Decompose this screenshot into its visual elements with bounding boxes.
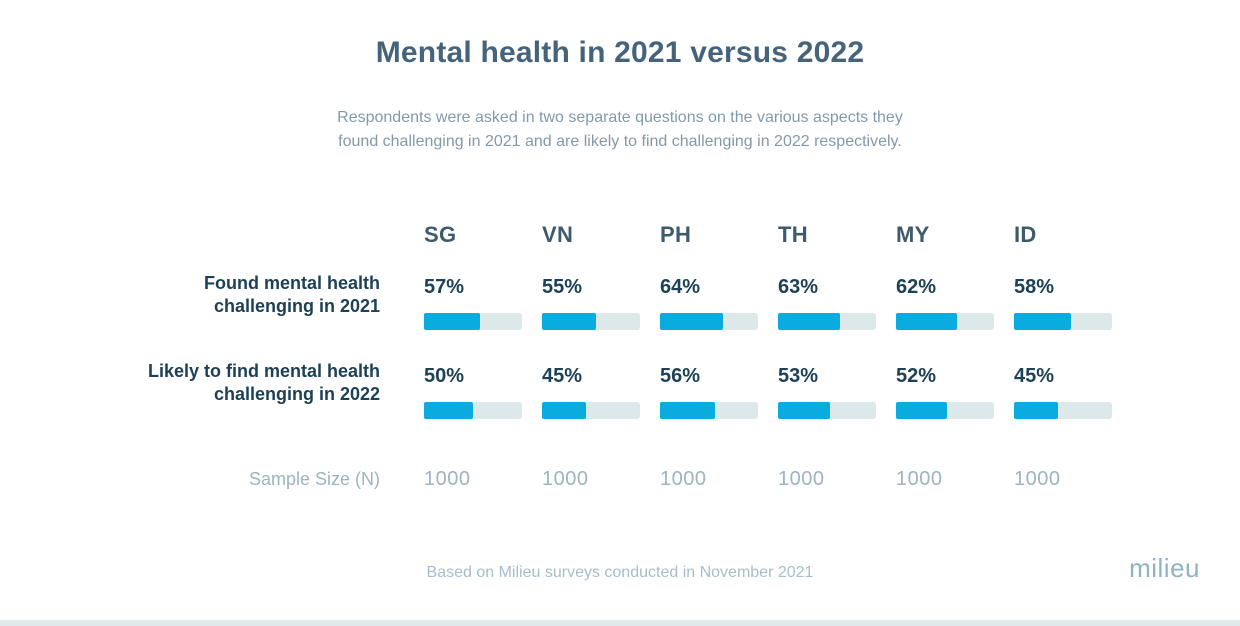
bar-fill bbox=[778, 402, 830, 419]
value-label: 52% bbox=[896, 365, 937, 387]
bar-fill bbox=[896, 402, 947, 419]
value-label: 45% bbox=[1014, 365, 1055, 387]
row-label-2021: Found mental health challenging in 2021 bbox=[0, 268, 424, 357]
bar-fill bbox=[896, 313, 957, 330]
data-cell-2021-vn: 55% bbox=[542, 268, 660, 357]
subtitle-line-2: found challenging in 2021 and are likely… bbox=[338, 133, 902, 150]
bar-track bbox=[1014, 402, 1112, 419]
bar-track bbox=[660, 402, 758, 419]
data-cell-2021-id: 58% bbox=[1014, 268, 1132, 357]
bar-fill bbox=[542, 402, 587, 419]
value-label: 57% bbox=[424, 276, 465, 298]
milieu-logo: milieu bbox=[1129, 553, 1200, 583]
bar-fill bbox=[660, 402, 715, 419]
value-label: 64% bbox=[660, 276, 701, 298]
bottom-accent-strip bbox=[0, 620, 1240, 626]
bar-fill bbox=[1014, 313, 1071, 330]
row-label-2022: Likely to find mental health challenging … bbox=[0, 357, 424, 460]
bar-track bbox=[778, 402, 876, 419]
row-label-2022-line-1: Likely to find mental health bbox=[147, 361, 380, 381]
bar-fill bbox=[424, 402, 473, 419]
row-label-2021-line-2: challenging in 2021 bbox=[213, 296, 380, 316]
bar-track bbox=[896, 313, 994, 330]
source-note: Based on Milieu surveys conducted in Nov… bbox=[426, 564, 814, 581]
data-cell-2021-ph: 64% bbox=[660, 268, 778, 357]
bar-fill bbox=[660, 313, 723, 330]
column-header-sg: SG bbox=[424, 222, 457, 247]
column-header-id: ID bbox=[1014, 222, 1037, 247]
sample-size-my: 1000 bbox=[896, 468, 943, 490]
value-label: 62% bbox=[896, 276, 937, 298]
value-label: 58% bbox=[1014, 276, 1055, 298]
row-label-2022-line-2: challenging in 2022 bbox=[213, 384, 380, 404]
subtitle-line-1: Respondents were asked in two separate q… bbox=[337, 109, 903, 126]
data-cell-2022-ph: 56% bbox=[660, 357, 778, 460]
sample-size-sg: 1000 bbox=[424, 468, 471, 490]
page-title: Mental health in 2021 versus 2022 bbox=[375, 36, 865, 69]
bar-fill bbox=[424, 313, 480, 330]
bar-track bbox=[660, 313, 758, 330]
sample-size-vn: 1000 bbox=[542, 468, 589, 490]
column-header-vn: VN bbox=[542, 222, 574, 247]
sample-size-th: 1000 bbox=[778, 468, 825, 490]
data-cell-2022-my: 52% bbox=[896, 357, 1014, 460]
bar-track bbox=[542, 402, 640, 419]
data-cell-2022-id: 45% bbox=[1014, 357, 1132, 460]
sample-size-label: Sample Size (N) bbox=[248, 469, 380, 489]
bar-track bbox=[778, 313, 876, 330]
row-label-2021-line-1: Found mental health bbox=[203, 273, 380, 293]
bar-track bbox=[542, 313, 640, 330]
bar-track bbox=[1014, 313, 1112, 330]
header-row-spacer bbox=[0, 216, 424, 268]
value-label: 45% bbox=[542, 365, 583, 387]
bar-track bbox=[424, 402, 522, 419]
column-header-ph: PH bbox=[660, 222, 692, 247]
bar-fill bbox=[1014, 402, 1059, 419]
value-label: 63% bbox=[778, 276, 819, 298]
bar-track bbox=[424, 313, 522, 330]
column-header-th: TH bbox=[778, 222, 808, 247]
chart-subtitle: Respondents were asked in two separate q… bbox=[0, 106, 1240, 154]
chart-table: SG VN PH TH MY ID Found mental health cha… bbox=[0, 216, 1132, 491]
sample-size-id: 1000 bbox=[1014, 468, 1061, 490]
data-cell-2022-vn: 45% bbox=[542, 357, 660, 460]
value-label: 55% bbox=[542, 276, 583, 298]
value-label: 53% bbox=[778, 365, 819, 387]
data-cell-2022-th: 53% bbox=[778, 357, 896, 460]
bar-fill bbox=[778, 313, 840, 330]
bar-fill bbox=[542, 313, 596, 330]
data-cell-2021-my: 62% bbox=[896, 268, 1014, 357]
column-header-my: MY bbox=[896, 222, 930, 247]
value-label: 50% bbox=[424, 365, 465, 387]
sample-size-ph: 1000 bbox=[660, 468, 707, 490]
bar-track bbox=[896, 402, 994, 419]
data-cell-2021-th: 63% bbox=[778, 268, 896, 357]
data-cell-2021-sg: 57% bbox=[424, 268, 542, 357]
value-label: 56% bbox=[660, 365, 701, 387]
data-cell-2022-sg: 50% bbox=[424, 357, 542, 460]
